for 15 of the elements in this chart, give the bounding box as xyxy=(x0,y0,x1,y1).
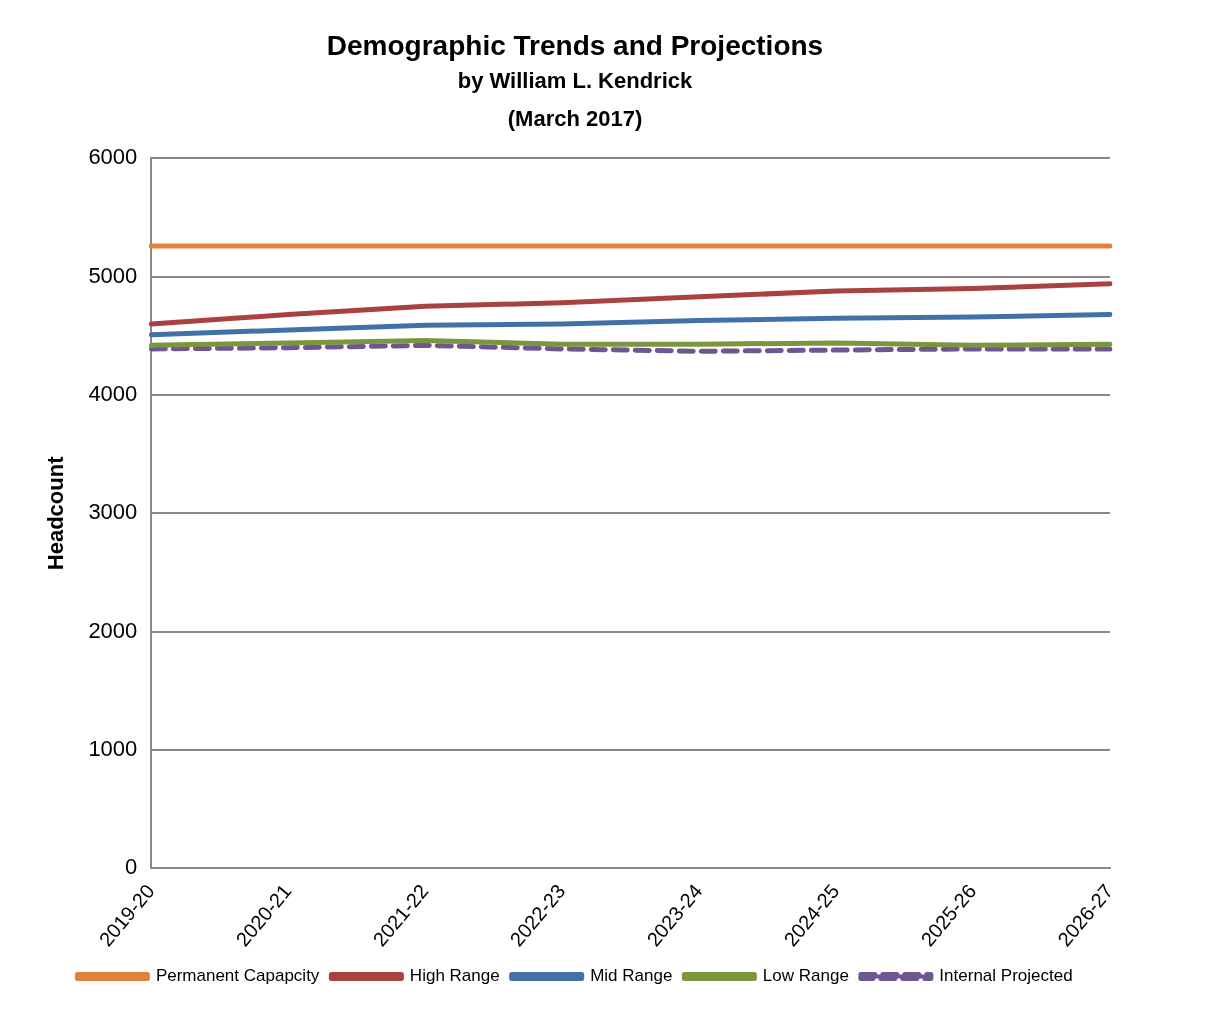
chart-title: Demographic Trends and Projections xyxy=(326,29,824,61)
y-tick-label: 3000 xyxy=(88,499,138,525)
y-tick-label: 0 xyxy=(125,854,138,880)
legend-label: Permanent Capapcity xyxy=(155,966,320,986)
y-axis-title: Headcount xyxy=(43,455,69,571)
y-tick-label: 4000 xyxy=(88,381,138,407)
chart-subtitle: by William L. Kendrick (March 2017) xyxy=(457,68,694,131)
y-tick-label: 5000 xyxy=(88,262,138,288)
legend-label: Internal Projected xyxy=(939,966,1073,986)
legend-label: Low Range xyxy=(762,966,849,986)
legend-label: Mid Range xyxy=(590,966,673,986)
y-tick-label: 2000 xyxy=(88,617,138,643)
y-tick-label: 1000 xyxy=(88,736,138,762)
legend-label: High Range xyxy=(409,966,500,986)
y-tick-label: 6000 xyxy=(88,144,138,170)
